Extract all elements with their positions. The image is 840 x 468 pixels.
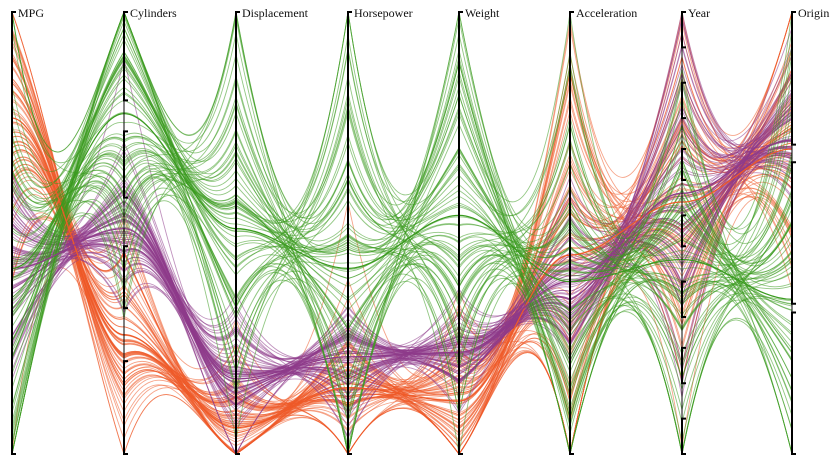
axis-acceleration[interactable]: Acceleration bbox=[569, 6, 637, 455]
axis-label: Acceleration bbox=[576, 6, 637, 20]
axis-label: Weight bbox=[465, 6, 500, 20]
series-1-polyline bbox=[11, 73, 793, 399]
axis-bracket bbox=[458, 11, 463, 455]
series-1-cluster-link bbox=[11, 139, 793, 380]
axis-label: Year bbox=[688, 6, 710, 20]
axis-label: Origin bbox=[798, 6, 829, 20]
series-2-polyline bbox=[11, 17, 793, 421]
axis-bracket bbox=[681, 11, 686, 49]
series-2-polyline bbox=[11, 33, 793, 455]
polylines-layer bbox=[11, 10, 793, 456]
series-1-polyline bbox=[11, 94, 793, 440]
axis-displacement[interactable]: Displacement bbox=[235, 6, 309, 455]
series-2-polyline bbox=[11, 29, 793, 365]
axis-bracket bbox=[11, 11, 16, 455]
axis-label: Displacement bbox=[242, 6, 309, 20]
axis-bracket bbox=[123, 130, 128, 199]
axis-label: MPG bbox=[18, 6, 44, 20]
series-2-polyline bbox=[11, 128, 793, 434]
series-2-polyline bbox=[11, 132, 793, 431]
series-2-polyline bbox=[11, 69, 793, 440]
series-2-polyline bbox=[11, 18, 793, 451]
axis-bracket bbox=[791, 161, 796, 305]
axis-horsepower[interactable]: Horsepower bbox=[347, 6, 413, 455]
axis-origin[interactable]: Origin bbox=[791, 6, 829, 455]
axis-mpg[interactable]: MPG bbox=[11, 6, 44, 455]
series-0-cluster-link bbox=[11, 117, 793, 429]
axis-label: Horsepower bbox=[354, 6, 413, 20]
axis-bracket bbox=[123, 360, 128, 455]
series-2-polyline bbox=[11, 54, 793, 436]
series-2-polyline bbox=[11, 67, 793, 414]
series-1-polyline bbox=[11, 111, 793, 411]
axis-bracket bbox=[681, 346, 686, 385]
axis-bracket bbox=[681, 148, 686, 181]
series-2-polyline bbox=[11, 56, 793, 342]
series-2-polyline bbox=[11, 92, 793, 374]
axis-bracket bbox=[569, 11, 574, 455]
axis-bracket bbox=[791, 311, 796, 455]
series-2-polyline bbox=[11, 86, 793, 455]
axis-bracket bbox=[235, 11, 240, 455]
series-1-polyline bbox=[11, 141, 793, 383]
series-1-polyline bbox=[11, 55, 793, 368]
axis-bracket bbox=[791, 11, 796, 146]
axis-bracket bbox=[681, 214, 686, 248]
series-2-polyline bbox=[11, 93, 793, 455]
axis-bracket bbox=[681, 417, 686, 455]
axis-bracket bbox=[123, 11, 128, 102]
axis-bracket bbox=[681, 81, 686, 120]
axis-bracket bbox=[347, 11, 352, 455]
axis-bracket bbox=[123, 245, 128, 310]
axis-weight[interactable]: Weight bbox=[458, 6, 500, 455]
axis-year[interactable]: Year bbox=[681, 6, 710, 455]
axes-layer: MPG Cylinders Displacement Horsepower Weight… bbox=[11, 6, 829, 455]
series-2-polyline bbox=[11, 11, 793, 399]
series-1-polyline bbox=[11, 135, 793, 429]
axis-bracket bbox=[681, 280, 686, 318]
axis-cylinders[interactable]: Cylinders bbox=[123, 6, 177, 455]
axis-label: Cylinders bbox=[130, 6, 177, 20]
